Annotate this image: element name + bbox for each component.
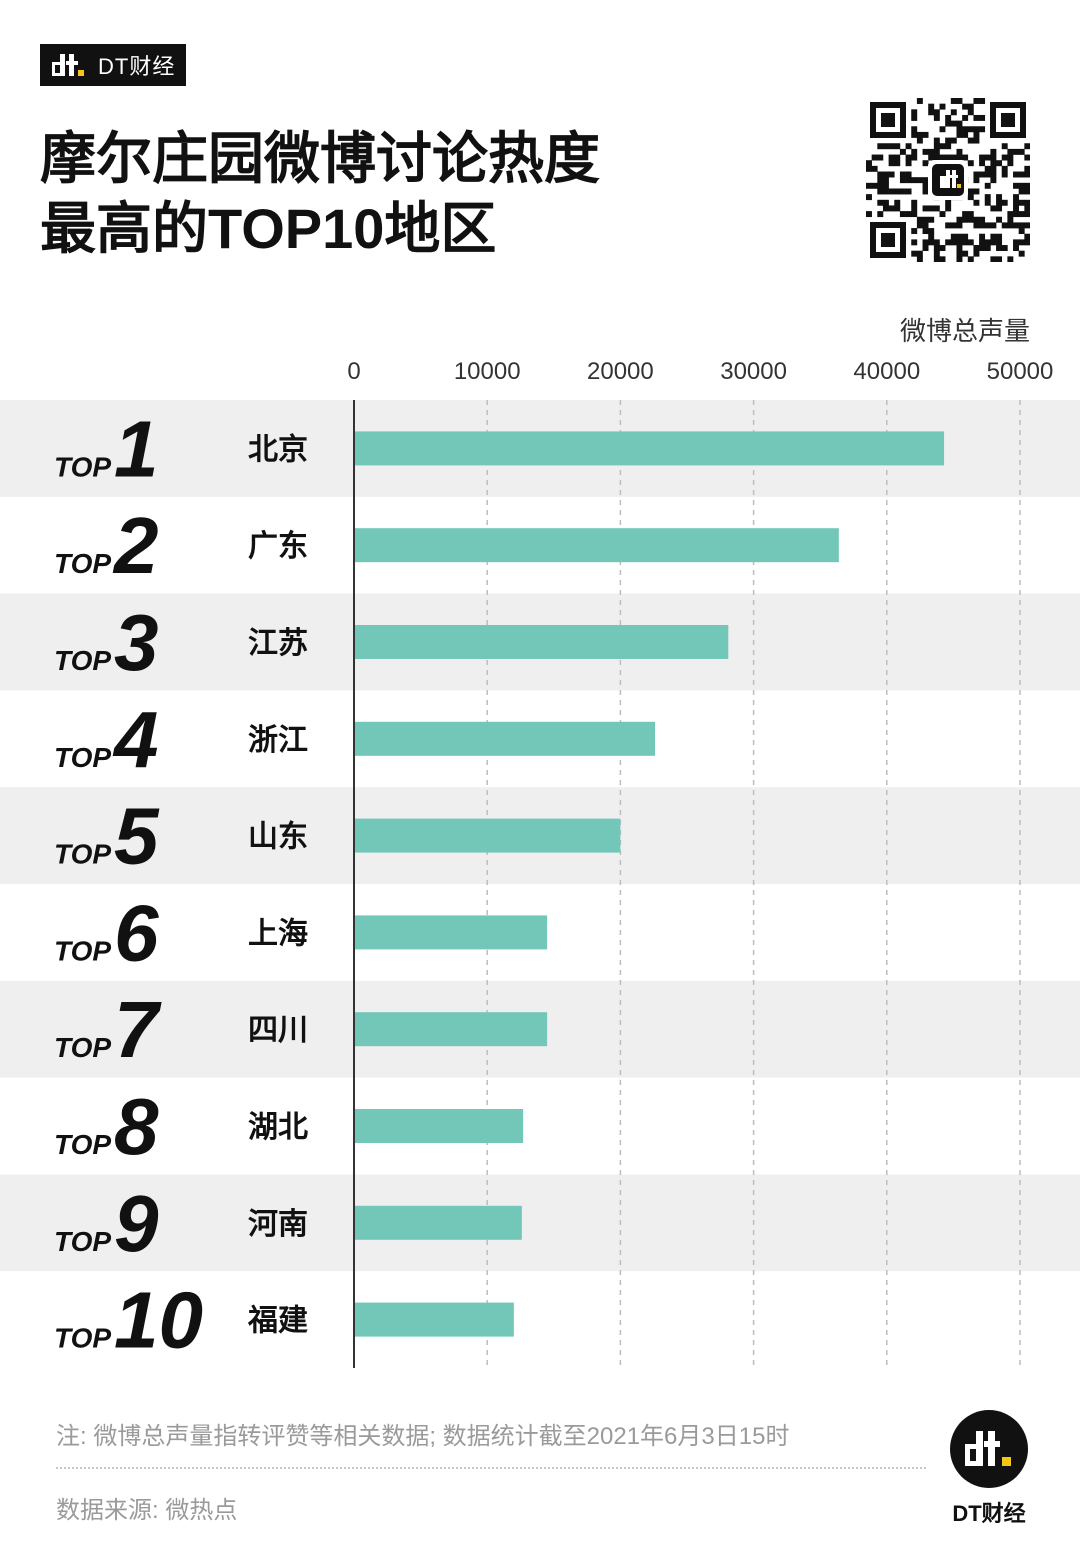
- page-title: 摩尔庄园微博讨论热度 最高的TOP10地区: [40, 124, 740, 264]
- rank-prefix: TOP: [54, 1032, 111, 1063]
- category-label: 浙江: [248, 724, 308, 757]
- rank-number: 6: [114, 888, 159, 977]
- qr-code-icon: [866, 98, 1030, 262]
- category-label: 上海: [248, 917, 308, 950]
- dt-logo-icon: [50, 52, 90, 78]
- rank-prefix: TOP: [54, 935, 111, 966]
- category-label: 北京: [248, 432, 308, 466]
- dt-logo-icon: [950, 1410, 1028, 1488]
- data-source: 数据来源: 微热点: [56, 1497, 238, 1524]
- rank-prefix: TOP: [54, 742, 111, 773]
- brand-badge: DT财经: [40, 44, 186, 86]
- category-label: 四川: [248, 1014, 308, 1047]
- category-label: 广东: [248, 529, 308, 563]
- title-line-1: 摩尔庄园微博讨论热度: [40, 127, 600, 190]
- rank-number: 9: [114, 1179, 159, 1268]
- bar: [354, 915, 548, 950]
- x-tick-label: 0: [347, 358, 360, 385]
- rank-number: 7: [114, 985, 162, 1074]
- unit-label: 微博总声量: [900, 316, 1030, 346]
- category-label: 河南: [248, 1208, 308, 1241]
- rank-prefix: TOP: [54, 1129, 111, 1160]
- bar: [354, 1012, 548, 1047]
- x-tick-label: 30000: [720, 358, 787, 385]
- rank-prefix: TOP: [54, 548, 111, 579]
- bar: [354, 1109, 524, 1143]
- bar: [354, 528, 839, 563]
- x-tick-label: 50000: [987, 358, 1054, 385]
- rank-number: 4: [112, 695, 159, 784]
- bar: [354, 818, 621, 853]
- title-line-2: 最高的TOP10地区: [40, 197, 497, 260]
- category-label: 江苏: [248, 627, 308, 660]
- row-stripe: [0, 1174, 1080, 1272]
- category-label: 山东: [248, 820, 308, 854]
- x-tick-labels: 0 10000 20000 30000 40000 50000: [347, 358, 1053, 385]
- rank-prefix: TOP: [54, 645, 111, 676]
- logo-label: DT财经: [952, 1501, 1026, 1526]
- rank-prefix: TOP: [54, 1226, 111, 1257]
- x-tick-label: 40000: [853, 358, 920, 385]
- bar: [354, 1302, 514, 1337]
- bar-series: [354, 431, 945, 1337]
- brand-name: DT财经: [98, 54, 176, 79]
- footnote: 注: 微博总声量指转评赞等相关数据; 数据统计截至2021年6月3日15时: [56, 1423, 790, 1450]
- rank-number: 3: [114, 598, 159, 687]
- category-label: 湖北: [248, 1111, 308, 1144]
- rank-prefix: TOP: [54, 839, 111, 870]
- rank-prefix: TOP: [54, 451, 111, 482]
- rank-number: 10: [114, 1276, 203, 1365]
- rank-number: 8: [114, 1082, 159, 1171]
- footnote-divider: [56, 1467, 926, 1469]
- bar: [354, 625, 729, 659]
- x-tick-label: 10000: [454, 358, 521, 385]
- x-tick-label: 20000: [587, 358, 654, 385]
- rank-number: 2: [112, 501, 159, 590]
- rank-number: 1: [114, 404, 159, 493]
- bar: [354, 721, 656, 756]
- category-label: 福建: [247, 1305, 308, 1338]
- bar: [354, 1205, 522, 1240]
- rank-number: 5: [114, 792, 160, 881]
- bar: [354, 431, 945, 466]
- rank-prefix: TOP: [54, 1323, 111, 1354]
